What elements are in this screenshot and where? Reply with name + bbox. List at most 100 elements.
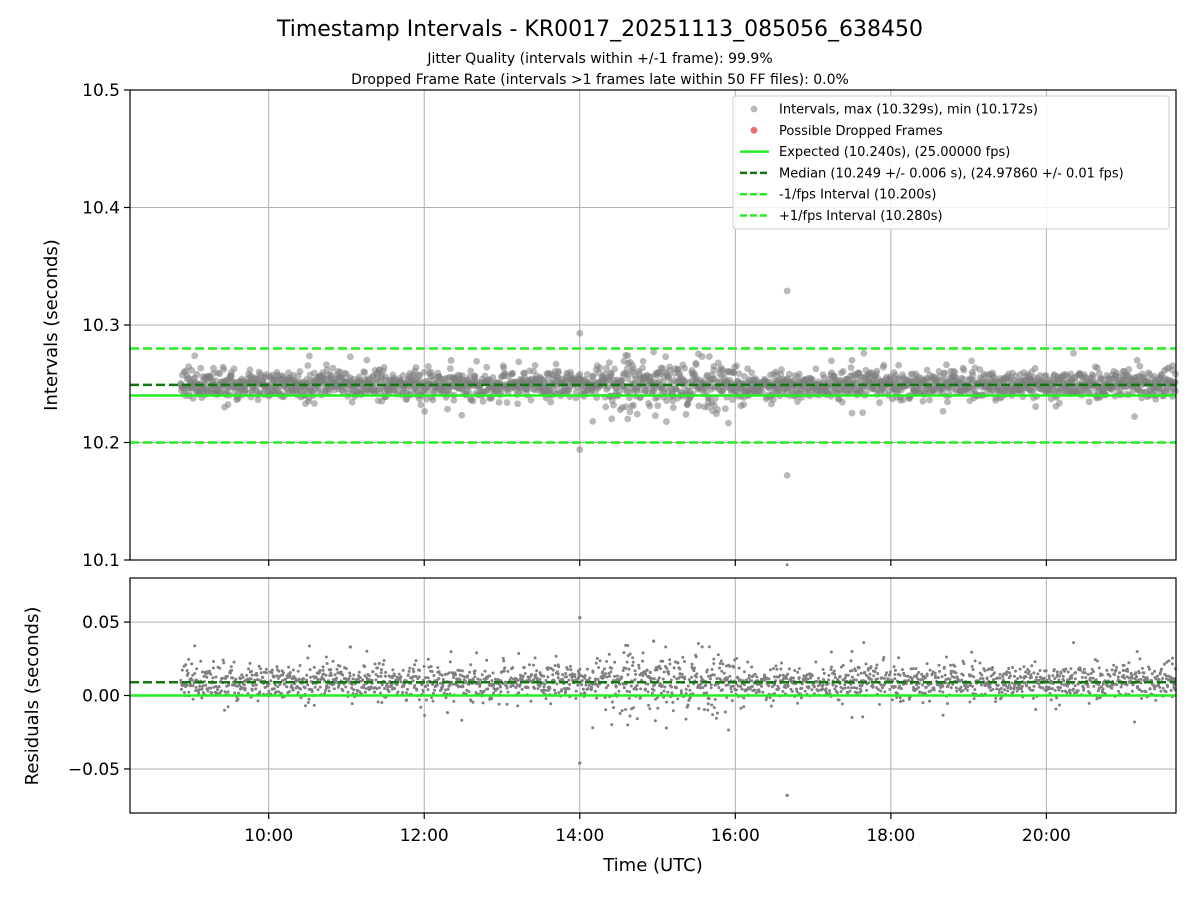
residual-point	[632, 706, 636, 710]
residual-point	[1140, 666, 1144, 670]
residual-point	[310, 690, 314, 694]
residual-point	[707, 645, 711, 649]
residual-point	[533, 687, 537, 691]
residual-point	[829, 650, 833, 654]
residual-point	[234, 677, 238, 681]
residual-point	[1017, 687, 1021, 691]
residual-point	[900, 668, 904, 672]
residual-point	[1019, 675, 1023, 679]
residual-point	[710, 703, 714, 707]
residual-point	[464, 680, 468, 684]
interval-point	[1131, 413, 1138, 421]
residual-point	[688, 688, 692, 692]
interval-point	[650, 348, 658, 356]
interval-point	[968, 357, 976, 365]
residual-point	[585, 667, 589, 671]
residual-point	[249, 669, 253, 673]
residual-point	[381, 663, 385, 667]
residual-point	[601, 670, 605, 674]
residual-point	[298, 663, 302, 667]
residual-point	[362, 683, 366, 687]
residual-point	[498, 685, 502, 689]
residual-point	[259, 671, 263, 675]
residual-point	[1068, 691, 1072, 695]
residual-point	[431, 691, 435, 695]
residual-point	[959, 685, 963, 689]
residuals-x-tick-label: 20:00	[1022, 826, 1071, 846]
residual-point	[718, 666, 722, 670]
interval-point	[663, 397, 670, 405]
interval-point	[306, 352, 313, 360]
interval-point	[639, 364, 646, 372]
residual-point	[871, 685, 875, 689]
interval-point	[310, 400, 318, 407]
interval-point	[730, 369, 738, 376]
residual-point	[846, 673, 850, 677]
residual-point	[991, 688, 995, 692]
residual-point	[857, 666, 861, 670]
residual-point	[522, 665, 526, 669]
residual-point	[1080, 675, 1084, 679]
residual-point	[250, 673, 254, 677]
residual-point	[255, 673, 259, 677]
residual-point	[1110, 668, 1114, 672]
residual-point	[276, 676, 280, 680]
residual-point	[852, 678, 856, 682]
interval-point	[847, 364, 855, 372]
residual-point	[482, 689, 486, 693]
residuals-x-ticks: 10:00 12:00 14:00 16:00 18:00 20:00	[244, 813, 1071, 846]
residual-point	[631, 660, 635, 664]
residual-point	[1130, 689, 1134, 693]
residual-point	[393, 687, 397, 691]
residual-point	[917, 670, 921, 674]
residual-point	[953, 664, 957, 668]
residual-point	[941, 690, 945, 694]
residual-point	[898, 673, 902, 677]
residual-point	[1050, 687, 1054, 691]
residual-point	[463, 675, 467, 679]
residual-point	[568, 682, 572, 686]
residual-point	[502, 667, 506, 671]
residual-point	[465, 688, 469, 692]
interval-point	[873, 367, 881, 375]
residual-point	[1130, 676, 1134, 680]
residual-point	[584, 683, 588, 687]
residuals-x-tick-label: 12:00	[400, 826, 449, 846]
residual-point	[274, 690, 278, 694]
interval-point	[220, 365, 228, 373]
residual-point	[1106, 684, 1110, 688]
residual-point	[735, 656, 739, 660]
residual-point	[701, 686, 705, 690]
residual-point	[469, 663, 473, 667]
residual-point	[978, 661, 982, 665]
residual-point	[329, 671, 333, 675]
residual-point	[411, 679, 415, 683]
residual-point	[850, 686, 854, 690]
residual-point	[291, 688, 295, 692]
residual-point	[1027, 669, 1031, 673]
residual-point	[578, 616, 582, 620]
residual-point	[1020, 684, 1024, 688]
residual-point	[780, 661, 784, 665]
residual-point	[645, 668, 649, 672]
residual-point	[520, 677, 524, 681]
residual-point	[633, 669, 637, 673]
residual-point	[261, 675, 265, 679]
residual-point	[655, 668, 659, 672]
residual-point	[511, 684, 515, 688]
interval-point	[527, 396, 535, 404]
residual-point	[239, 677, 243, 681]
residual-point	[586, 687, 590, 691]
residual-point	[699, 682, 703, 686]
residual-point	[625, 660, 629, 664]
residual-point	[307, 697, 311, 701]
residual-point	[827, 678, 831, 682]
residual-point	[1042, 676, 1046, 680]
interval-point	[413, 386, 421, 394]
residual-point	[710, 667, 714, 671]
residual-point	[923, 676, 927, 680]
interval-point	[473, 357, 481, 365]
residual-point	[1009, 687, 1013, 691]
residual-point	[251, 684, 255, 688]
residual-point	[659, 667, 663, 671]
